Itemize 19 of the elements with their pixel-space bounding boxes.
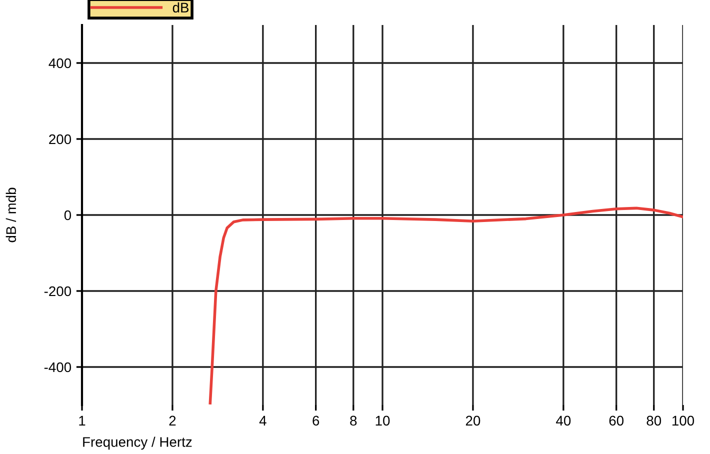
x-tick-label: 2 (169, 416, 176, 426)
y-tick-label: 400 (48, 58, 72, 68)
x-tick-label: 100 (672, 416, 694, 426)
legend-label: dB (172, 2, 189, 13)
x-axis-title: Frequency / Hertz (83, 436, 192, 450)
y-tick-label: 200 (49, 134, 72, 144)
y-tick-label: -200 (44, 286, 72, 296)
x-tick-label: 20 (466, 416, 480, 426)
x-tick-label: 1 (79, 416, 86, 426)
x-tick-label: 10 (376, 416, 390, 426)
x-tick-label: 6 (312, 416, 320, 426)
x-tick-label: 80 (646, 416, 662, 426)
x-tick-label: 4 (259, 416, 266, 426)
x-tick-label: 60 (609, 416, 624, 426)
y-tick-label: 0 (64, 210, 72, 220)
y-axis-title: dB / mdb (6, 188, 16, 242)
y-tick-label: -400 (44, 362, 72, 372)
x-tick-label: 8 (350, 416, 357, 426)
x-tick-label: 40 (556, 416, 571, 426)
